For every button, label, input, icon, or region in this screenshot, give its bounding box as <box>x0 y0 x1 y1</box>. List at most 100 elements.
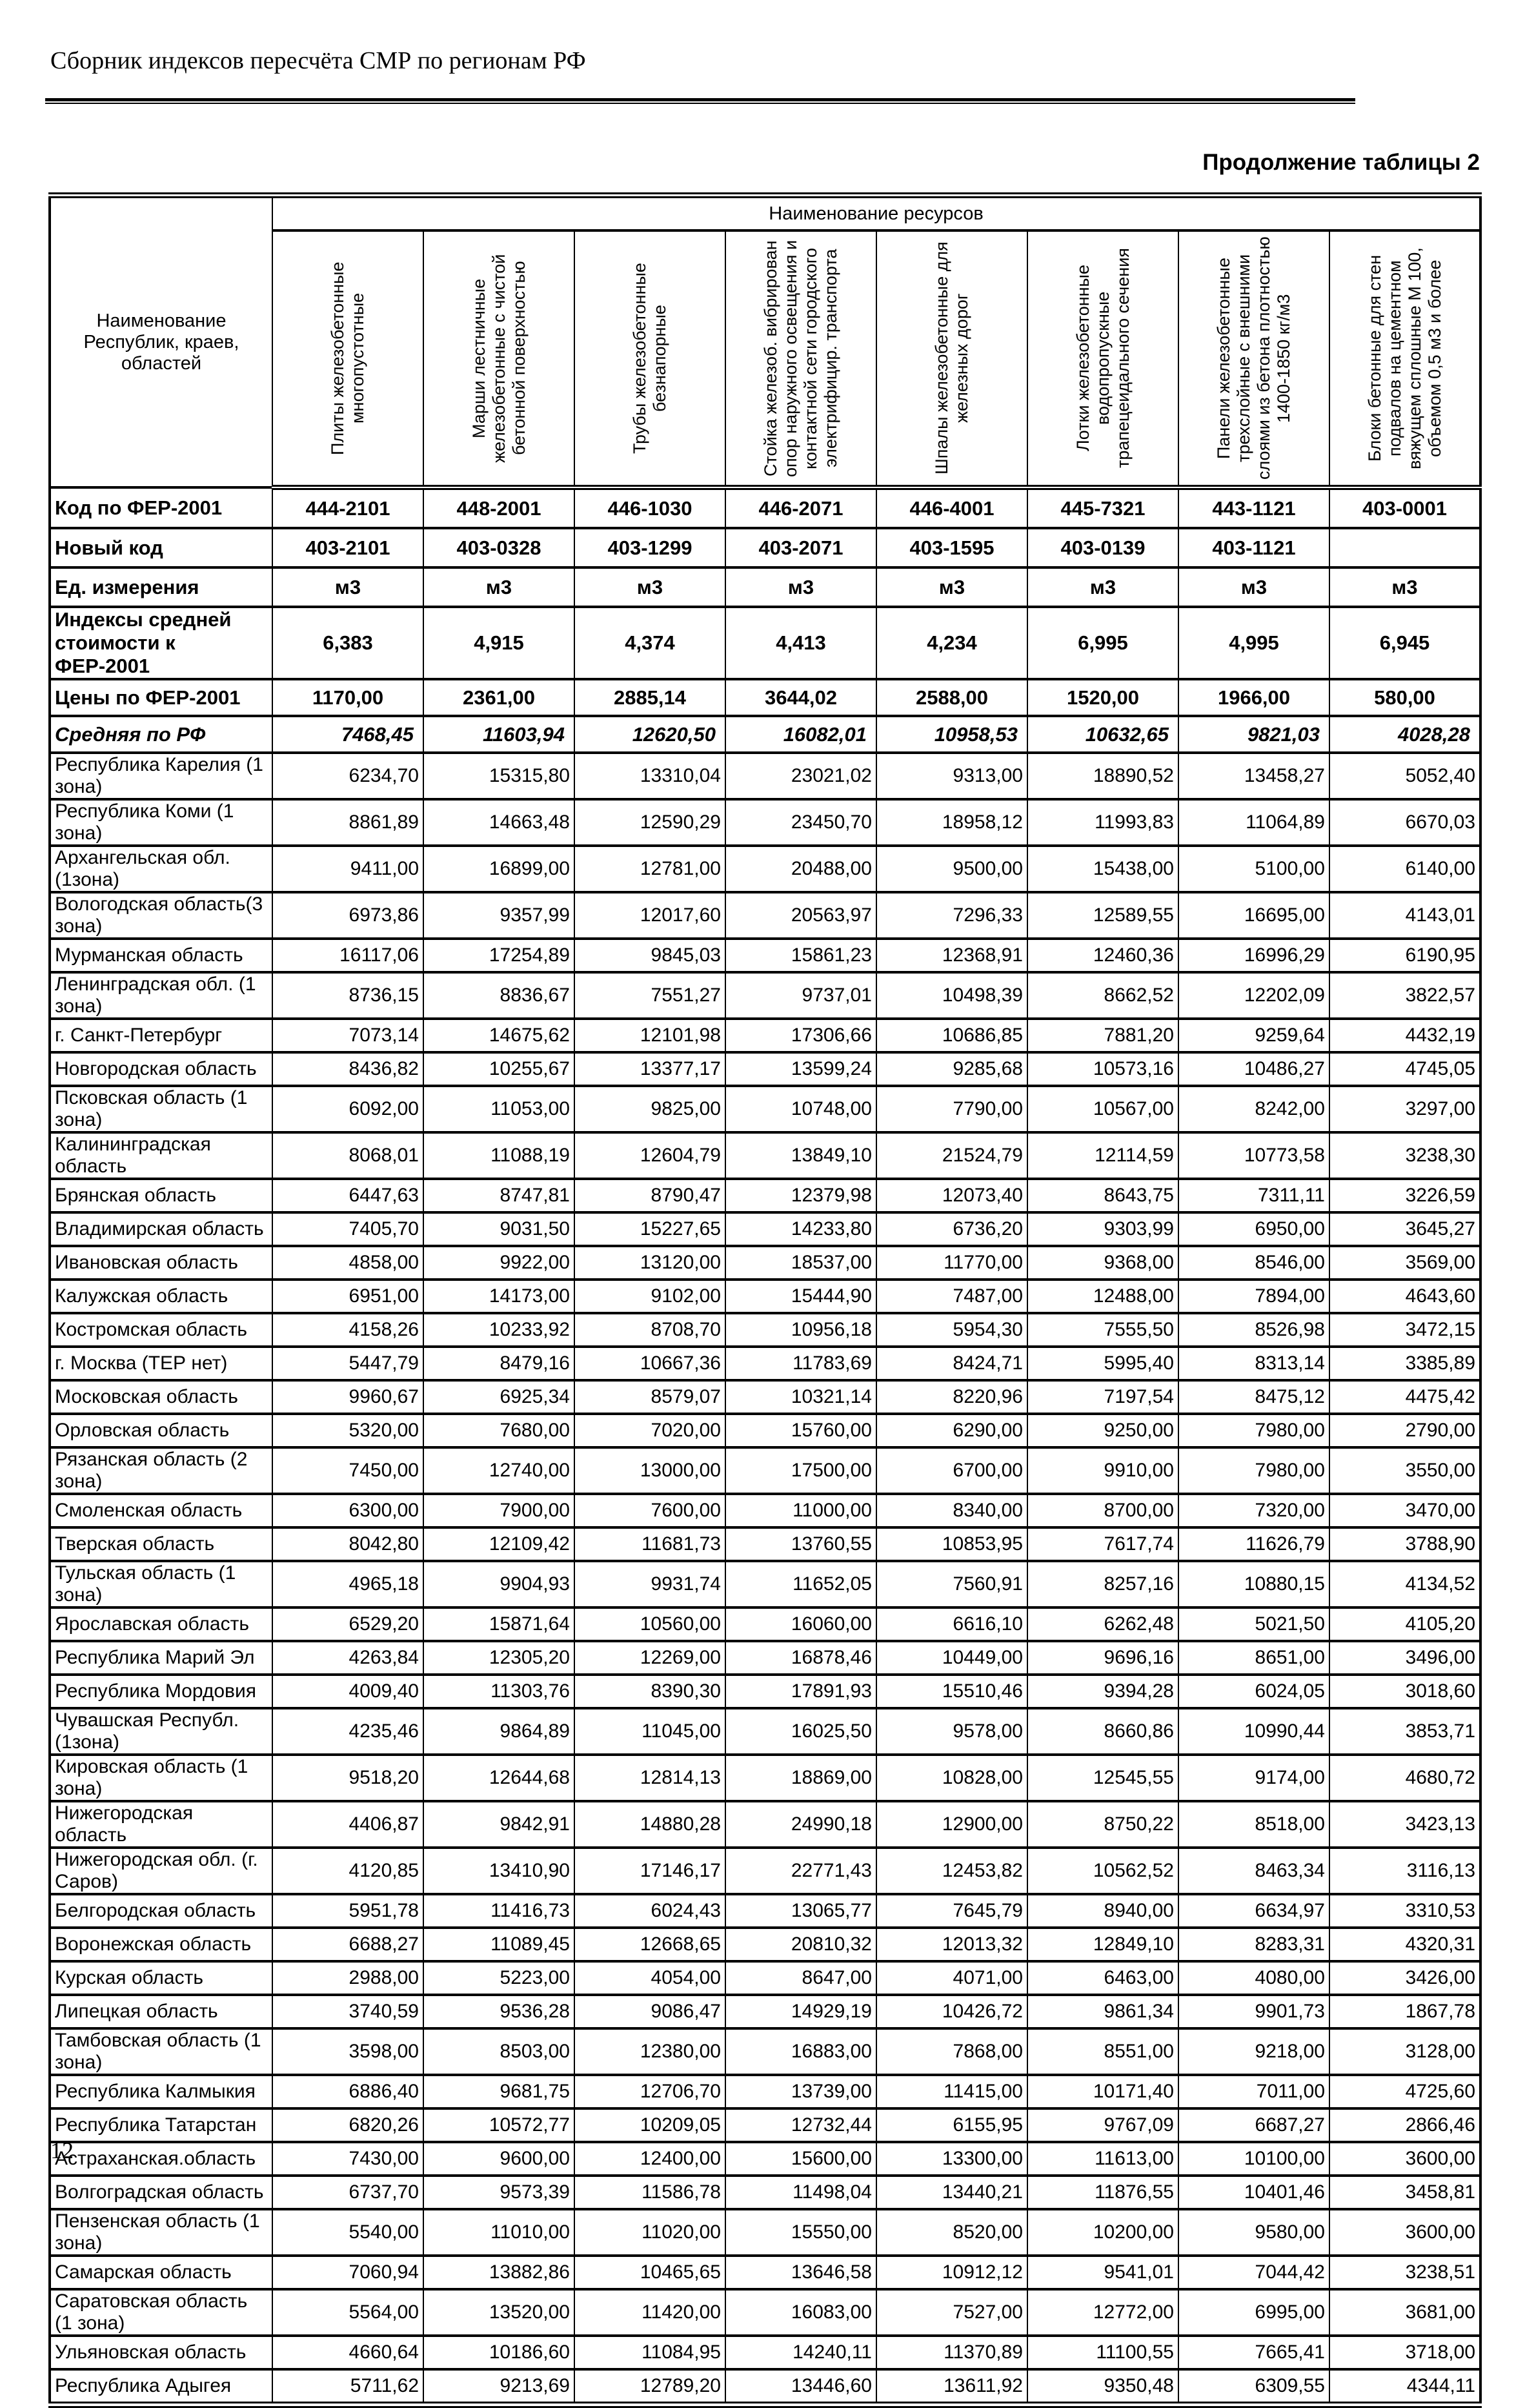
value-cell: 14929,19 <box>725 1994 877 2030</box>
meta-row-label: Новый код <box>49 527 273 569</box>
region-row: Астраханская.область 7430,00 9600,00 12400,… <box>49 2141 1482 2177</box>
meta-value-cell: 6,383 <box>272 606 424 680</box>
value-cell: 13446,60 <box>725 2368 877 2406</box>
value-cell: 4071,00 <box>876 1960 1028 1996</box>
value-cell: 7405,70 <box>272 1211 424 1247</box>
value-cell: 4965,18 <box>272 1560 424 1609</box>
value-cell: 9303,99 <box>1027 1211 1179 1247</box>
value-cell: 4406,87 <box>272 1800 424 1849</box>
meta-value-cell: 403-1595 <box>876 527 1028 569</box>
resource-column-label: Лотки железобетонные водопропускные трап… <box>1073 248 1133 469</box>
value-cell: 9541,01 <box>1027 2254 1179 2291</box>
resource-column-header: Трубы железобетонные безнапорные <box>574 229 726 490</box>
value-cell: 13300,00 <box>876 2141 1028 2177</box>
value-cell: 13065,77 <box>725 1893 877 1929</box>
region-row: Республика Адыгея 5711,62 9213,69 12789,20 1… <box>49 2368 1482 2406</box>
value-cell: 9910,00 <box>1027 1446 1179 1495</box>
page-number: 12 <box>50 2138 74 2163</box>
value-cell: 9861,34 <box>1027 1994 1179 2030</box>
value-cell: 8546,00 <box>1178 1245 1330 1281</box>
value-cell: 14880,28 <box>574 1800 726 1849</box>
region-name-cell: Ярославская область <box>49 1606 273 1642</box>
region-name-cell: Архангельская обл. (1зона) <box>49 844 273 893</box>
region-row: Чувашская Республ. (1зона) 4235,46 9864,89… <box>49 1707 1482 1756</box>
region-row: Нижегородская область 4406,87 9842,91 14880… <box>49 1800 1482 1849</box>
value-cell: 7311,11 <box>1178 1178 1330 1214</box>
region-row: г. Москва (ТЕР нет) 5447,79 8479,16 10667,3… <box>49 1345 1482 1382</box>
value-cell: 6670,03 <box>1328 798 1482 847</box>
value-cell: 2790,00 <box>1328 1413 1482 1449</box>
value-cell: 6688,27 <box>272 1926 424 1963</box>
value-cell: 12589,55 <box>1027 891 1179 940</box>
value-cell: 5320,00 <box>272 1413 424 1449</box>
value-cell: 4080,00 <box>1178 1960 1330 1996</box>
value-cell: 12114,59 <box>1027 1131 1179 1180</box>
meta-value-cell: 2885,14 <box>574 678 726 717</box>
value-cell: 12101,98 <box>574 1017 726 1054</box>
value-cell: 12109,42 <box>423 1526 575 1562</box>
region-name-cell: Чувашская Республ. (1зона) <box>49 1707 273 1756</box>
region-name-cell: Рязанская область (2 зона) <box>49 1446 273 1495</box>
region-row: Республика Татарстан 6820,26 10572,77 10209… <box>49 2107 1482 2143</box>
value-cell: 10486,27 <box>1178 1051 1330 1087</box>
value-cell: 22771,43 <box>725 1846 877 1895</box>
value-cell: 7680,00 <box>423 1413 575 1449</box>
region-row: Пензенская область (1 зона) 5540,00 11010,… <box>49 2208 1482 2257</box>
meta-value-cell: м3 <box>876 566 1028 608</box>
meta-value-cell: 443-1121 <box>1178 486 1330 529</box>
value-cell: 6024,43 <box>574 1893 726 1929</box>
region-name-cell: Республика Адыгея <box>49 2368 273 2406</box>
meta-value-cell: 403-2071 <box>725 527 877 569</box>
value-cell: 12740,00 <box>423 1446 575 1495</box>
region-row: Вологодская область(3 зона) 6973,86 9357,9… <box>49 891 1482 940</box>
value-cell: 3116,13 <box>1328 1846 1482 1895</box>
value-cell: 12202,09 <box>1178 971 1330 1020</box>
value-cell: 10828,00 <box>876 1753 1028 1802</box>
value-cell: 11084,95 <box>574 2334 726 2371</box>
value-cell: 16883,00 <box>725 2027 877 2076</box>
value-cell: 8579,07 <box>574 1379 726 1415</box>
value-cell: 8042,80 <box>272 1526 424 1562</box>
value-cell: 9518,20 <box>272 1753 424 1802</box>
value-cell: 7020,00 <box>574 1413 726 1449</box>
region-row: Воронежская область 6688,27 11089,45 12668,… <box>49 1926 1482 1963</box>
region-name-cell: Волгоградская область <box>49 2174 273 2210</box>
value-cell: 8651,00 <box>1178 1640 1330 1676</box>
region-row: Тульская область (1 зона) 4965,18 9904,93 9… <box>49 1560 1482 1609</box>
region-name-cell: Республика Карелия (1 зона) <box>49 751 273 801</box>
value-cell: 9250,00 <box>1027 1413 1179 1449</box>
value-cell: 24990,18 <box>725 1800 877 1849</box>
value-cell: 9259,64 <box>1178 1017 1330 1054</box>
resource-column-label: Блоки бетонные для стен подвалов на цеме… <box>1364 247 1444 469</box>
value-cell: 8662,52 <box>1027 971 1179 1020</box>
meta-row-label: Индексы средней стоимости к ФЕР-2001 <box>49 606 273 680</box>
value-cell: 6155,95 <box>876 2107 1028 2143</box>
value-cell: 13440,21 <box>876 2174 1028 2210</box>
value-cell: 10321,14 <box>725 1379 877 1415</box>
region-row: Псковская область (1 зона) 6092,00 11053,0… <box>49 1085 1482 1134</box>
value-cell: 13739,00 <box>725 2074 877 2110</box>
value-cell: 7900,00 <box>423 1493 575 1529</box>
region-name-cell: Калужская область <box>49 1278 273 1314</box>
meta-row-label: Код по ФЕР-2001 <box>49 486 273 529</box>
meta-value-cell <box>1328 527 1482 569</box>
value-cell: 9368,00 <box>1027 1245 1179 1281</box>
value-cell: 9573,39 <box>423 2174 575 2210</box>
value-cell: 8520,00 <box>876 2208 1028 2257</box>
value-cell: 11100,55 <box>1027 2334 1179 2371</box>
value-cell: 9031,50 <box>423 1211 575 1247</box>
value-cell: 9845,03 <box>574 937 726 974</box>
region-row: Ленинградская обл. (1 зона) 8736,15 8836,6… <box>49 971 1482 1020</box>
resource-column-header: Блоки бетонные для стен подвалов на цеме… <box>1328 229 1482 490</box>
value-cell: 3550,00 <box>1328 1446 1482 1495</box>
value-cell: 8436,82 <box>272 1051 424 1087</box>
value-cell: 11053,00 <box>423 1085 575 1134</box>
value-cell: 13000,00 <box>574 1446 726 1495</box>
document-page: Сборник индексов пересчёта СМР по регион… <box>45 47 1482 2408</box>
value-cell: 4158,26 <box>272 1312 424 1348</box>
meta-row-label: Ед. измерения <box>49 566 273 608</box>
value-cell: 7320,00 <box>1178 1493 1330 1529</box>
region-row: Республика Мордовия 4009,40 11303,76 8390,3… <box>49 1673 1482 1709</box>
value-cell: 10748,00 <box>725 1085 877 1134</box>
value-cell: 8750,22 <box>1027 1800 1179 1849</box>
